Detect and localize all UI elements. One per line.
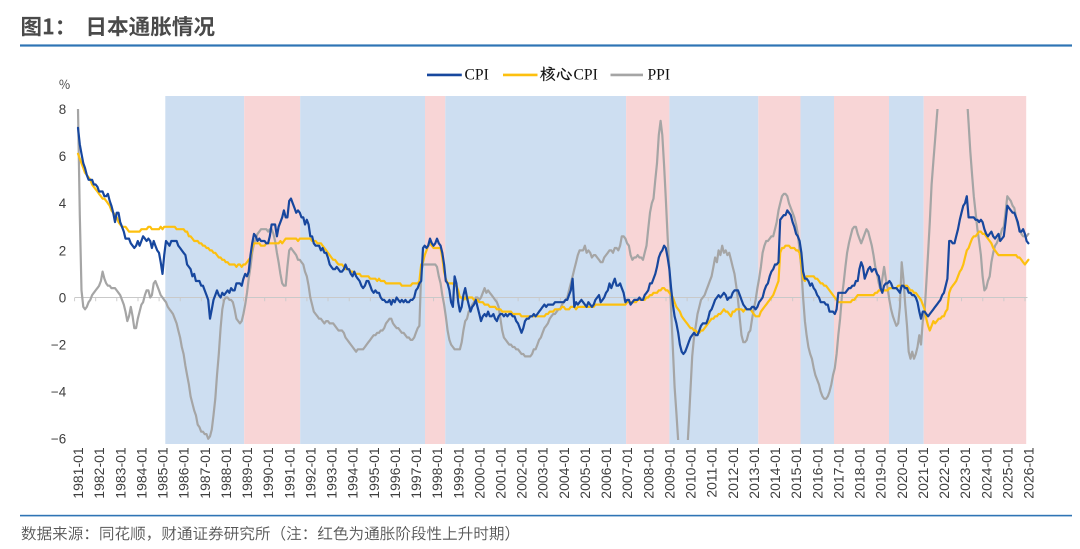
- svg-text:1992-01: 1992-01: [302, 447, 318, 499]
- svg-text:2002-01: 2002-01: [514, 447, 530, 499]
- svg-text:2026-01: 2026-01: [1021, 447, 1037, 499]
- svg-text:4: 4: [59, 196, 67, 211]
- svg-text:2006-01: 2006-01: [598, 447, 614, 499]
- svg-text:1982-01: 1982-01: [91, 447, 107, 499]
- svg-text:CPI: CPI: [465, 67, 489, 84]
- svg-text:2015-01: 2015-01: [788, 447, 804, 499]
- svg-text:2017-01: 2017-01: [830, 447, 846, 499]
- svg-text:2014-01: 2014-01: [767, 447, 783, 499]
- svg-text:2009-01: 2009-01: [662, 447, 678, 499]
- svg-text:−6: −6: [51, 432, 66, 447]
- svg-text:2008-01: 2008-01: [640, 447, 656, 499]
- svg-text:2023-01: 2023-01: [957, 447, 973, 499]
- svg-text:1995-01: 1995-01: [366, 447, 382, 499]
- svg-text:2007-01: 2007-01: [619, 447, 635, 499]
- svg-text:1986-01: 1986-01: [176, 447, 192, 499]
- svg-text:1988-01: 1988-01: [218, 447, 234, 499]
- svg-text:−4: −4: [51, 385, 67, 400]
- svg-text:1987-01: 1987-01: [197, 447, 213, 499]
- svg-text:2024-01: 2024-01: [978, 447, 994, 499]
- svg-text:2005-01: 2005-01: [577, 447, 593, 499]
- svg-text:2010-01: 2010-01: [683, 447, 699, 499]
- svg-text:2021-01: 2021-01: [915, 447, 931, 499]
- svg-text:1985-01: 1985-01: [155, 447, 171, 499]
- svg-text:1994-01: 1994-01: [345, 447, 361, 499]
- svg-text:CPI: CPI: [574, 67, 598, 84]
- svg-text:1989-01: 1989-01: [239, 447, 255, 499]
- svg-text:2016-01: 2016-01: [809, 447, 825, 499]
- svg-text:2: 2: [59, 243, 66, 258]
- svg-text:PPI: PPI: [648, 67, 671, 84]
- svg-text:2003-01: 2003-01: [535, 447, 551, 499]
- svg-text:2018-01: 2018-01: [852, 447, 868, 499]
- svg-text:1999-01: 1999-01: [450, 447, 466, 499]
- svg-text:1983-01: 1983-01: [112, 447, 128, 499]
- svg-text:1984-01: 1984-01: [134, 447, 150, 499]
- svg-text:1993-01: 1993-01: [324, 447, 340, 499]
- svg-text:1981-01: 1981-01: [70, 447, 86, 499]
- svg-text:2025-01: 2025-01: [999, 447, 1015, 499]
- svg-text:2011-01: 2011-01: [704, 447, 720, 498]
- svg-text:1997-01: 1997-01: [408, 447, 424, 499]
- svg-text:1996-01: 1996-01: [387, 447, 403, 499]
- svg-text:2004-01: 2004-01: [556, 447, 572, 499]
- svg-text:6: 6: [59, 149, 66, 164]
- svg-text:0: 0: [59, 290, 66, 305]
- svg-text:1998-01: 1998-01: [429, 447, 445, 499]
- svg-text:2019-01: 2019-01: [873, 447, 889, 499]
- svg-text:8: 8: [59, 102, 66, 117]
- svg-text:2020-01: 2020-01: [894, 447, 910, 499]
- svg-text:2000-01: 2000-01: [471, 447, 487, 499]
- svg-text:2022-01: 2022-01: [936, 447, 952, 499]
- svg-text:2013-01: 2013-01: [746, 447, 762, 499]
- svg-text:1990-01: 1990-01: [260, 447, 276, 499]
- svg-text:2012-01: 2012-01: [725, 447, 741, 499]
- svg-text:1991-01: 1991-01: [281, 447, 297, 499]
- svg-text:−2: −2: [51, 338, 66, 353]
- svg-text:2001-01: 2001-01: [493, 447, 509, 499]
